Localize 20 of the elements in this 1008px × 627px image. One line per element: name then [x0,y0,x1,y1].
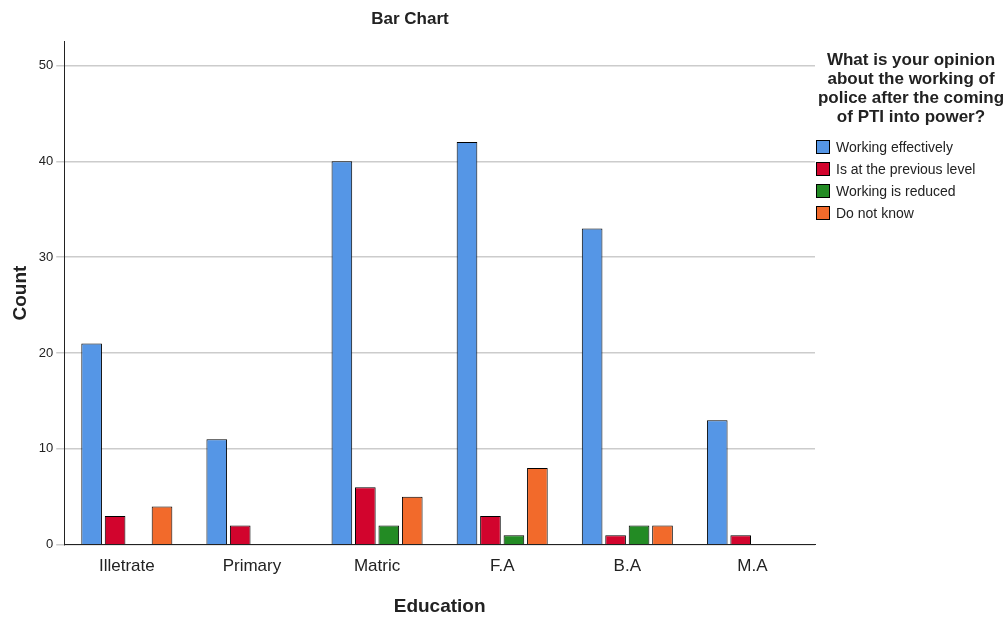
y-tick-label: 40 [38,152,54,168]
legend-label: Working effectively [836,139,953,155]
x-tick-label: M.A [737,555,769,575]
chart-title: Bar Chart [371,8,450,28]
y-tick-label: 20 [38,344,54,360]
x-tick-label: B.A [613,555,642,575]
legend-label: Is at the previous level [836,161,976,177]
x-tick-label: Illetrate [98,555,155,575]
y-axis-title: Count [8,265,30,321]
y-tick-label: 0 [46,536,54,552]
y-tick-label: 30 [38,248,54,264]
legend-title: What is your opinion about the working of police after the coming of PTI into power? [816,50,1006,126]
x-tick-label: F.A [489,555,516,575]
x-tick-label: Matric [353,555,401,575]
y-tick-label: 50 [38,56,54,72]
x-axis-title: Education [393,594,486,616]
legend-label: Do not know [836,205,914,221]
x-tick-label: Primary [222,555,282,575]
legend-label: Working is reduced [836,183,956,199]
y-tick-label: 10 [38,440,54,456]
